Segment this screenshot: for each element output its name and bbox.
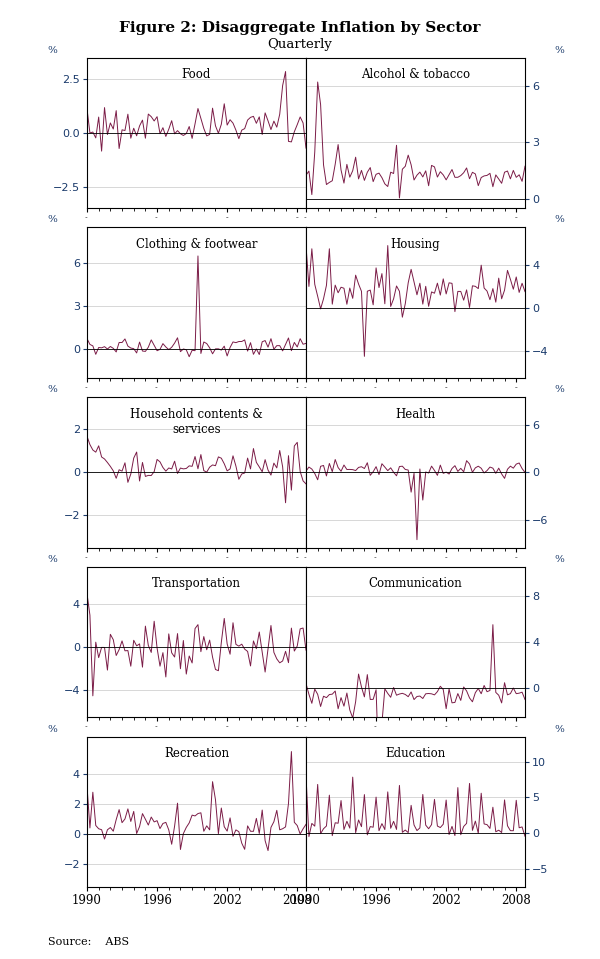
Text: Education: Education (385, 747, 446, 760)
Text: Quarterly: Quarterly (268, 38, 332, 52)
Text: %: % (554, 215, 565, 224)
Text: %: % (554, 724, 565, 734)
Text: Household contents &
services: Household contents & services (130, 408, 263, 435)
Text: %: % (554, 554, 565, 564)
Text: %: % (554, 385, 565, 394)
Text: %: % (47, 385, 58, 394)
Text: %: % (554, 45, 565, 55)
Text: Transportation: Transportation (152, 577, 241, 591)
Text: %: % (47, 554, 58, 564)
Text: Housing: Housing (391, 238, 440, 251)
Text: Communication: Communication (368, 577, 463, 591)
Text: Alcohol & tobacco: Alcohol & tobacco (361, 68, 470, 82)
Text: Health: Health (395, 408, 436, 421)
Text: Recreation: Recreation (164, 747, 229, 760)
Text: %: % (47, 215, 58, 224)
Text: %: % (47, 45, 58, 55)
Text: Source:    ABS: Source: ABS (48, 938, 129, 947)
Text: Clothing & footwear: Clothing & footwear (136, 238, 257, 251)
Text: %: % (47, 724, 58, 734)
Text: Figure 2: Disaggregate Inflation by Sector: Figure 2: Disaggregate Inflation by Sect… (119, 21, 481, 35)
Text: Food: Food (182, 68, 211, 82)
